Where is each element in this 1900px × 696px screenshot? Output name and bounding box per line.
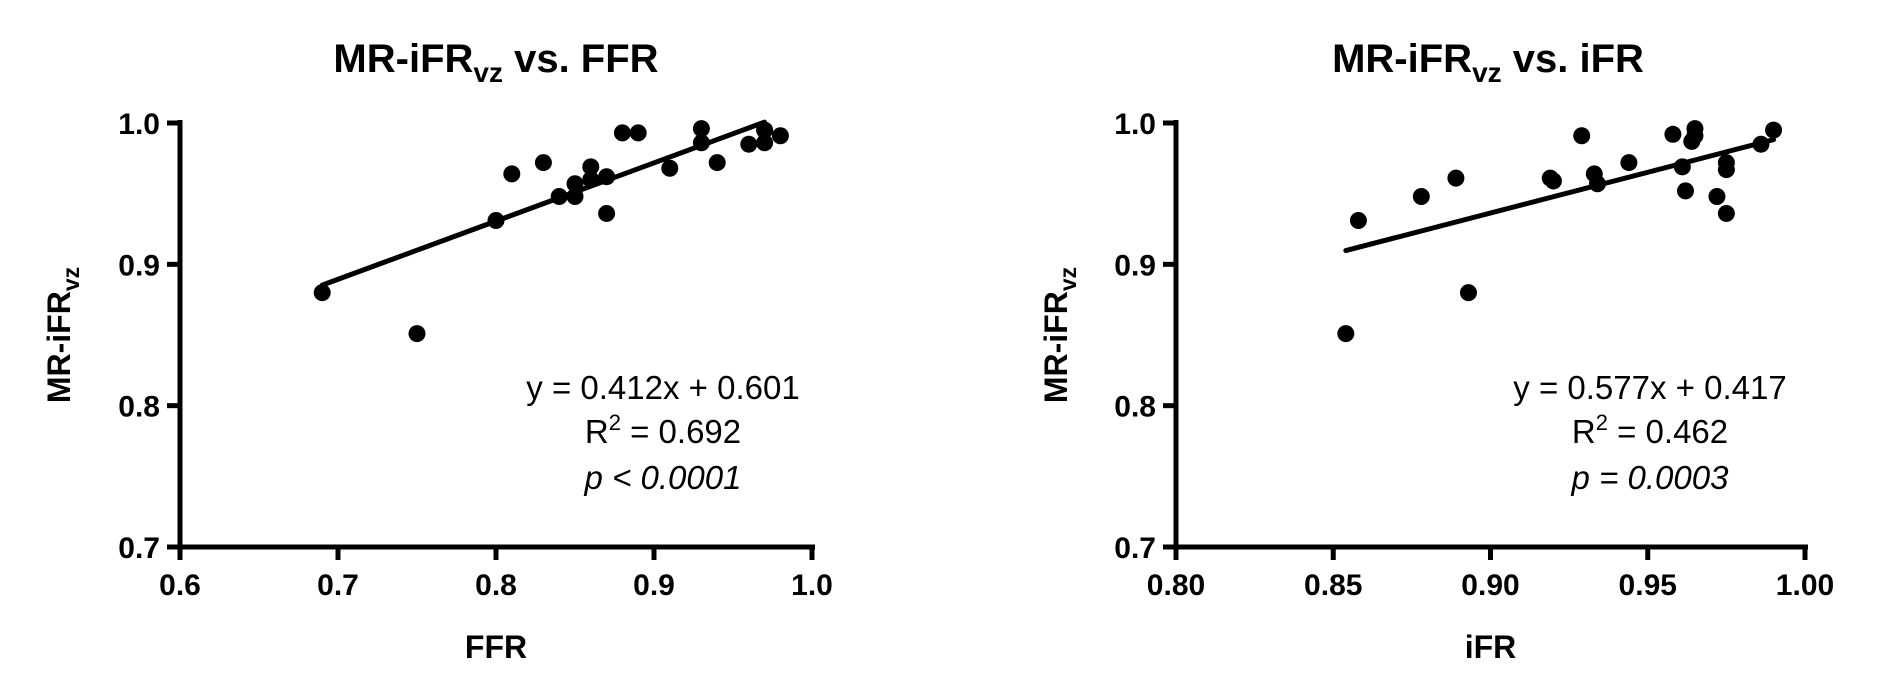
- chart-title-subscript: vz: [1472, 57, 1502, 88]
- y-tick-label: 0.7: [118, 532, 160, 565]
- chart-title-rest: vs. FFR: [503, 37, 659, 81]
- data-point: [1717, 204, 1735, 222]
- y-tick-label: 0.9: [118, 249, 160, 282]
- data-point: [1459, 284, 1477, 302]
- data-point: [629, 124, 647, 142]
- data-point: [756, 121, 774, 139]
- r-squared-prefix: R: [1572, 413, 1596, 450]
- data-point: [613, 124, 631, 142]
- r-squared: R2 = 0.692: [585, 410, 741, 450]
- chart-title-rest: vs. iFR: [1502, 37, 1644, 81]
- y-axis-label-main: MR-iFR: [1038, 291, 1074, 403]
- chart-title: MR-iFRvz vs. iFR: [1332, 37, 1644, 88]
- x-tick-label: 0.8: [475, 569, 517, 602]
- data-point: [1588, 175, 1606, 193]
- r-squared: R2 = 0.462: [1572, 410, 1728, 450]
- y-tick-label: 0.7: [1114, 532, 1156, 565]
- data-point: [1765, 121, 1783, 139]
- data-point: [1752, 135, 1770, 153]
- y-axis-label-subscript: vz: [58, 267, 84, 291]
- p-value: p < 0.0001: [584, 459, 742, 496]
- x-tick-label: 0.9: [633, 569, 675, 602]
- x-tick-label: 0.7: [317, 569, 359, 602]
- data-point: [1544, 172, 1562, 190]
- data-point: [598, 204, 616, 222]
- y-tick-label: 1.0: [1114, 108, 1156, 141]
- data-point: [1676, 182, 1694, 200]
- y-tick-label: 0.8: [118, 391, 160, 424]
- data-point: [771, 127, 789, 145]
- regression-line: [319, 119, 768, 288]
- chart-title-main: MR-iFR: [333, 37, 473, 81]
- y-axis-label-main: MR-iFR: [41, 291, 77, 403]
- x-axis-label: iFR: [1465, 629, 1517, 665]
- r-squared-value: = 0.692: [621, 413, 741, 450]
- chart-title-subscript: vz: [473, 57, 503, 88]
- data-point: [661, 159, 679, 177]
- x-axis-label: FFR: [465, 629, 527, 665]
- data-point: [692, 120, 710, 138]
- y-axis-label: MR-iFRvz: [41, 267, 84, 403]
- data-point: [1412, 187, 1430, 205]
- chart-title-main: MR-iFR: [1332, 37, 1472, 81]
- data-point: [1673, 158, 1691, 176]
- data-point: [1664, 125, 1682, 143]
- r-squared-superscript: 2: [1596, 410, 1608, 435]
- y-tick-label: 0.8: [1114, 391, 1156, 424]
- y-axis-label: MR-iFRvz: [1038, 267, 1081, 403]
- data-point: [1620, 154, 1638, 172]
- data-point: [408, 325, 426, 343]
- data-point: [1708, 187, 1726, 205]
- x-tick-label: 1.00: [1776, 569, 1834, 602]
- r-squared-prefix: R: [585, 413, 609, 450]
- x-tick-label: 0.90: [1461, 569, 1519, 602]
- data-point: [487, 212, 505, 230]
- r-squared-superscript: 2: [609, 410, 621, 435]
- regression-equation: y = 0.412x + 0.601: [526, 369, 799, 406]
- data-point: [1349, 212, 1367, 230]
- x-tick-label: 0.95: [1619, 569, 1677, 602]
- data-point: [566, 175, 584, 193]
- y-tick-label: 1.0: [118, 108, 160, 141]
- p-value: p = 0.0003: [1571, 459, 1730, 496]
- x-tick-label: 0.85: [1304, 569, 1362, 602]
- data-point: [1573, 127, 1591, 145]
- data-point: [582, 158, 600, 176]
- x-tick-label: 0.6: [159, 569, 201, 602]
- data-point: [756, 134, 774, 152]
- data-point: [550, 187, 568, 205]
- y-tick-label: 0.9: [1114, 249, 1156, 282]
- data-point: [692, 134, 710, 152]
- chart-title: MR-iFRvz vs. FFR: [333, 37, 658, 88]
- r-squared-value: = 0.462: [1608, 413, 1728, 450]
- data-point: [1686, 127, 1704, 145]
- x-tick-label: 1.0: [791, 569, 833, 602]
- data-point: [313, 284, 331, 302]
- x-tick-label: 0.80: [1147, 569, 1205, 602]
- data-point: [1337, 325, 1355, 343]
- data-point: [598, 168, 616, 186]
- y-axis-label-subscript: vz: [1055, 267, 1081, 291]
- data-point: [534, 154, 552, 172]
- regression-equation: y = 0.577x + 0.417: [1513, 369, 1786, 406]
- data-point: [708, 154, 726, 172]
- data-point: [566, 187, 584, 205]
- data-point: [503, 165, 521, 183]
- data-point: [1447, 169, 1465, 187]
- regression-line: [1343, 137, 1777, 254]
- data-point: [582, 171, 600, 189]
- data-point: [740, 135, 758, 153]
- data-point: [1717, 161, 1735, 179]
